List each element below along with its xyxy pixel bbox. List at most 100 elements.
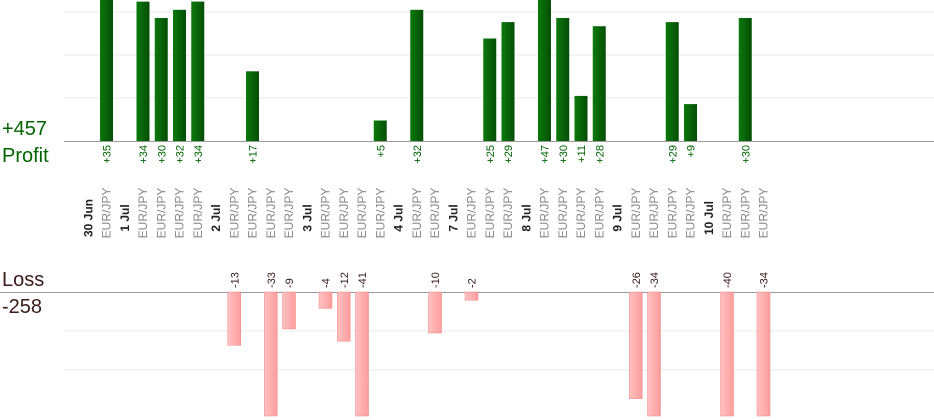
loss-bar [282, 291, 296, 330]
date-label: 4 Jul [392, 204, 406, 231]
profit-value-label: +32 [175, 145, 187, 164]
pair-label: EUR/JPY [428, 188, 442, 239]
pair-label: EUR/JPY [556, 188, 570, 239]
pair-label: EUR/JPY [191, 188, 205, 239]
pair-label: EUR/JPY [373, 188, 387, 239]
loss-value-label: -34 [649, 272, 661, 288]
profit-bar [100, 0, 113, 141]
loss-label: Loss [2, 269, 45, 291]
pair-label: EUR/JPY [410, 188, 424, 239]
pair-label: EUR/JPY [337, 188, 351, 239]
profit-value-label: +28 [594, 145, 606, 164]
profit-bar [538, 0, 551, 141]
date-label: 7 Jul [446, 204, 460, 231]
pair-label: EUR/JPY [629, 188, 643, 239]
profit-bar [483, 38, 497, 141]
loss-value-label: -40 [722, 272, 734, 288]
profit-total: +457 [2, 118, 48, 140]
date-label: 3 Jul [300, 204, 314, 231]
profit-bar [154, 18, 168, 141]
pair-label: EUR/JPY [501, 188, 515, 239]
pair-label: EUR/JPY [100, 188, 114, 239]
pair-label: EUR/JPY [227, 188, 241, 239]
profit-value-label: +11 [576, 145, 588, 163]
profit-bar [592, 26, 606, 142]
loss-bar [264, 291, 278, 417]
pair-label: EUR/JPY [173, 188, 187, 239]
date-label: 9 Jul [611, 204, 625, 231]
loss-value-label: -4 [321, 278, 333, 288]
profit-value-label: +34 [138, 145, 150, 164]
loss-bar [355, 291, 369, 417]
pair-label: EUR/JPY [154, 188, 168, 239]
profit-bar [410, 9, 424, 141]
loss-value-label: -34 [759, 272, 771, 288]
profit-value-label: +47 [540, 145, 552, 164]
profit-value-label: +30 [740, 145, 752, 164]
pair-label: EUR/JPY [574, 188, 588, 239]
pair-label: EUR/JPY [264, 188, 278, 239]
loss-bar [337, 291, 351, 342]
loss-value-label: -9 [284, 278, 296, 288]
profit-value-label: +30 [156, 145, 168, 164]
profit-value-label: +32 [412, 145, 424, 164]
pair-label: EUR/JPY [757, 188, 771, 239]
loss-bar [227, 291, 241, 346]
loss-value-label: -13 [229, 272, 241, 288]
pair-label: EUR/JPY [720, 188, 734, 239]
profit-bar [136, 1, 150, 141]
pair-label: EUR/JPY [647, 188, 661, 239]
profit-bar [556, 18, 570, 141]
loss-value-label: -12 [339, 272, 351, 288]
loss-bar [647, 291, 661, 417]
profit-value-label: +25 [485, 145, 497, 164]
loss-bar [318, 291, 333, 309]
pair-label: EUR/JPY [538, 188, 552, 239]
pair-label: EUR/JPY [738, 188, 752, 239]
profit-bar [373, 120, 387, 141]
loss-bar [629, 291, 643, 399]
profit-value-label: +30 [558, 145, 570, 164]
profit-bar [191, 1, 205, 141]
date-label: 10 Jul [702, 201, 716, 235]
profit-value-label: +29 [503, 145, 515, 164]
profit-bar [173, 9, 186, 141]
pair-label: EUR/JPY [355, 188, 369, 239]
profit-bar [574, 95, 588, 141]
pair-label: EUR/JPY [246, 188, 260, 239]
date-label: 1 Jul [118, 204, 132, 231]
loss-value-label: -33 [266, 272, 278, 288]
pair-label: EUR/JPY [319, 188, 333, 239]
profit-value-label: +5 [375, 145, 387, 158]
loss-value-label: -26 [631, 272, 643, 288]
profit-bar [246, 71, 259, 141]
profit-bar [501, 22, 515, 142]
pair-label: EUR/JPY [665, 188, 679, 239]
profit-value-label: +29 [667, 145, 679, 164]
profit-bar [738, 18, 752, 141]
loss-total: -258 [2, 296, 43, 318]
loss-bar [428, 291, 442, 334]
loss-bar [464, 291, 479, 301]
loss-value-label: -10 [430, 272, 442, 288]
profit-label: Profit [2, 145, 49, 167]
pair-label: EUR/JPY [483, 188, 497, 239]
profit-bar [665, 22, 679, 142]
profit-value-label: +9 [686, 145, 698, 158]
date-label: 8 Jul [519, 204, 533, 231]
profit-bar [684, 104, 697, 141]
pair-label: EUR/JPY [684, 188, 698, 239]
date-label: 2 Jul [209, 204, 223, 231]
pair-label: EUR/JPY [136, 188, 150, 239]
pair-label: EUR/JPY [465, 188, 479, 239]
profit-value-label: +34 [193, 145, 205, 164]
loss-bar [720, 291, 734, 417]
date-label: 30 Jun [81, 199, 95, 237]
pair-label: EUR/JPY [282, 188, 296, 239]
profit-value-label: +17 [248, 145, 260, 164]
profit-value-label: +35 [102, 145, 114, 164]
pair-label: EUR/JPY [592, 188, 606, 239]
loss-bar [756, 291, 771, 417]
loss-value-label: -41 [357, 272, 369, 288]
